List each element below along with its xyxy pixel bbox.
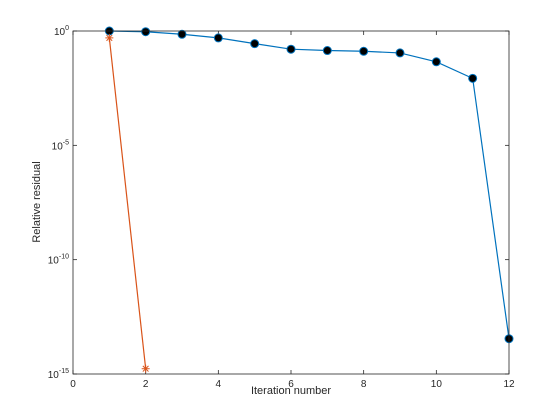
y-tick-label: 100 — [54, 25, 69, 38]
series-1-point — [395, 48, 405, 58]
x-axis-label: Iteration number — [251, 385, 331, 397]
series-2-point — [141, 364, 150, 373]
y-tick-label: 10-15 — [48, 368, 69, 381]
series-2-line — [108, 37, 147, 369]
y-axis-label: Relative residual — [31, 161, 43, 242]
series-1-point — [468, 73, 478, 83]
plot-area — [73, 31, 509, 374]
series-1-point — [213, 33, 223, 43]
series-1-point — [431, 57, 441, 67]
series-1-point — [141, 27, 151, 37]
x-tick-label: 2 — [143, 379, 149, 390]
series-1-point — [250, 39, 260, 49]
x-tick-label: 4 — [216, 379, 222, 390]
series-group — [104, 26, 514, 373]
x-tick-label: 6 — [288, 379, 294, 390]
plot-frame — [72, 30, 510, 375]
y-tick-label: 10-5 — [52, 139, 69, 152]
x-tick-label: 10 — [431, 379, 443, 390]
y-tick-label: 10-10 — [48, 254, 69, 267]
series-1-line — [109, 30, 510, 339]
x-tick-label: 8 — [361, 379, 367, 390]
series-2-point — [105, 33, 114, 42]
series-1-point — [359, 46, 369, 56]
series-1-point — [322, 46, 332, 56]
tick-labels: 0 2 4 6 8 10 12 100 10-5 10-10 10-15 — [48, 25, 515, 390]
x-tick-label: 0 — [70, 379, 76, 390]
series-1-point — [177, 29, 187, 39]
series-1-point — [286, 44, 296, 54]
x-tick-label: 12 — [503, 379, 515, 390]
